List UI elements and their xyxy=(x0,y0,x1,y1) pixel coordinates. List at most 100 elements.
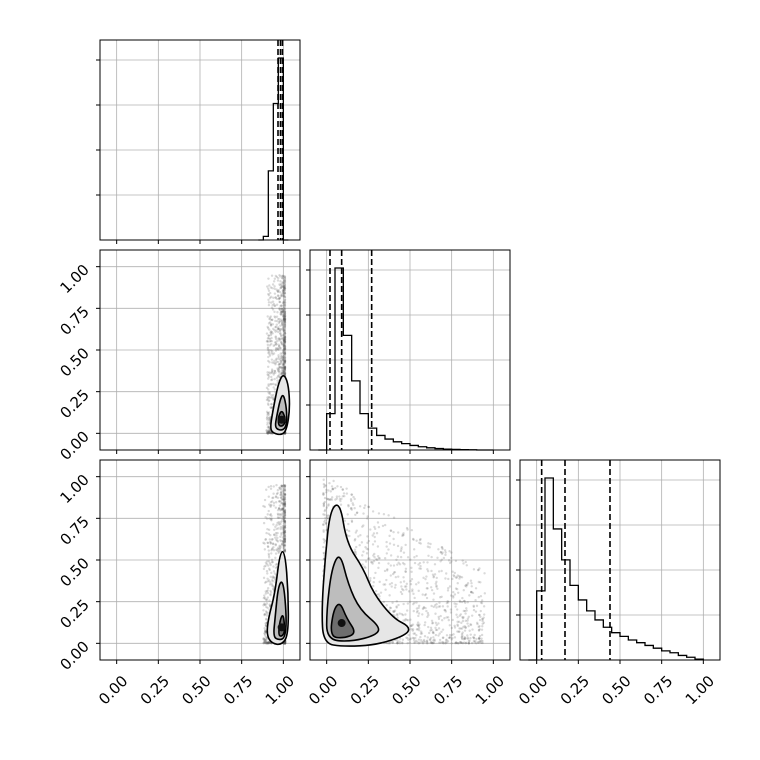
joint-1-point xyxy=(267,641,270,644)
joint-2-point xyxy=(466,636,470,639)
joint-2-point xyxy=(396,616,399,619)
joint-2-point xyxy=(329,497,332,501)
joint-2-point xyxy=(355,529,358,532)
joint-2-point xyxy=(322,502,326,505)
joint-2-point xyxy=(422,606,425,610)
joint-1-point xyxy=(274,566,278,570)
joint-2-point xyxy=(411,629,414,632)
joint-0-point xyxy=(279,358,282,361)
joint-1-point xyxy=(262,604,265,607)
joint-0-point xyxy=(272,373,275,376)
joint-0-point xyxy=(270,407,273,410)
joint-1-point xyxy=(283,519,286,523)
joint-2-point xyxy=(438,601,441,604)
joint-0-point xyxy=(276,339,279,343)
joint-1-point xyxy=(263,498,267,502)
joint-2-point xyxy=(448,550,451,553)
joint-2-point xyxy=(323,539,326,542)
joint-1-point xyxy=(269,594,272,597)
joint-2-point xyxy=(442,556,446,560)
joint-0-point xyxy=(268,348,271,352)
joint-0-point xyxy=(268,392,271,396)
joint-0-point xyxy=(277,327,280,331)
joint-0-point xyxy=(283,336,287,340)
joint-0-point xyxy=(283,360,287,363)
joint-0-point xyxy=(279,362,282,365)
hist-2-xlabel-0: 0.00 xyxy=(515,672,551,708)
joint-0-point xyxy=(280,335,283,338)
joint-0-point xyxy=(276,294,280,297)
joint-0-point xyxy=(273,285,276,288)
joint-0-point xyxy=(267,416,271,419)
joint-0-point xyxy=(283,312,287,316)
joint-2-point xyxy=(445,601,449,605)
joint-0-point xyxy=(283,318,287,321)
joint-0-point xyxy=(283,321,286,324)
joint-1-xlabel-3: 0.75 xyxy=(220,672,256,708)
joint-1-point xyxy=(283,525,287,529)
joint-0-point xyxy=(266,430,269,434)
joint-2-point xyxy=(448,624,452,627)
joint-1-point xyxy=(280,513,284,516)
joint-2-point xyxy=(480,641,483,645)
joint-0-point xyxy=(283,296,287,299)
joint-0-point xyxy=(272,371,276,375)
joint-2-point xyxy=(441,547,444,551)
joint-0-point xyxy=(277,345,281,348)
joint-2-point xyxy=(339,503,343,506)
joint-2-point xyxy=(415,611,419,614)
joint-0-point xyxy=(268,340,272,343)
joint-2-point xyxy=(341,488,345,491)
joint-0-point xyxy=(279,352,282,355)
joint-2-point xyxy=(446,605,449,608)
joint-0-point xyxy=(269,432,272,435)
joint-0-point xyxy=(283,337,287,341)
joint-2-point xyxy=(478,625,481,628)
joint-2-point xyxy=(405,588,408,591)
joint-2-point xyxy=(412,592,415,596)
joint-1-point xyxy=(275,562,279,566)
joint-0-point xyxy=(269,286,273,289)
joint-2-point xyxy=(327,503,330,506)
joint-0-point xyxy=(270,274,274,277)
joint-0-point xyxy=(276,360,280,364)
joint-2-point xyxy=(400,585,403,588)
joint-1-point xyxy=(283,541,287,544)
joint-0-point xyxy=(280,320,284,323)
joint-2-point xyxy=(461,634,464,637)
joint-2-point xyxy=(454,559,458,563)
joint-1-point xyxy=(282,498,286,502)
joint-0-point xyxy=(267,289,271,292)
joint-2-point xyxy=(400,546,403,549)
joint-2-point xyxy=(376,545,380,548)
joint-0-point xyxy=(266,339,269,343)
joint-2-point xyxy=(435,584,438,587)
joint-1-point xyxy=(283,519,287,523)
joint-0-point xyxy=(267,429,270,432)
joint-0-point xyxy=(266,315,269,318)
joint-2-point xyxy=(322,530,325,533)
joint-2-xlabel-4: 1.00 xyxy=(472,672,508,708)
joint-0-point xyxy=(283,311,287,315)
joint-1-point xyxy=(263,603,266,606)
joint-2-point xyxy=(462,625,465,629)
joint-1-point xyxy=(268,604,272,607)
joint-0-point xyxy=(270,336,273,340)
joint-2-point xyxy=(324,484,327,487)
joint-0-point xyxy=(283,286,286,290)
joint-2-point xyxy=(396,639,399,643)
joint-0-point xyxy=(267,303,271,307)
joint-2-point xyxy=(409,558,412,561)
joint-0-point xyxy=(283,371,287,375)
joint-0-point xyxy=(283,315,287,318)
joint-0-point xyxy=(281,372,284,375)
joint-0-point xyxy=(280,310,283,314)
joint-1-point xyxy=(265,640,268,644)
joint-0-point xyxy=(278,345,281,348)
joint-0-point xyxy=(270,351,273,355)
joint-2-point xyxy=(478,618,482,622)
joint-1-point xyxy=(283,641,287,645)
joint-0-point xyxy=(283,331,287,335)
joint-1-point xyxy=(262,567,266,571)
